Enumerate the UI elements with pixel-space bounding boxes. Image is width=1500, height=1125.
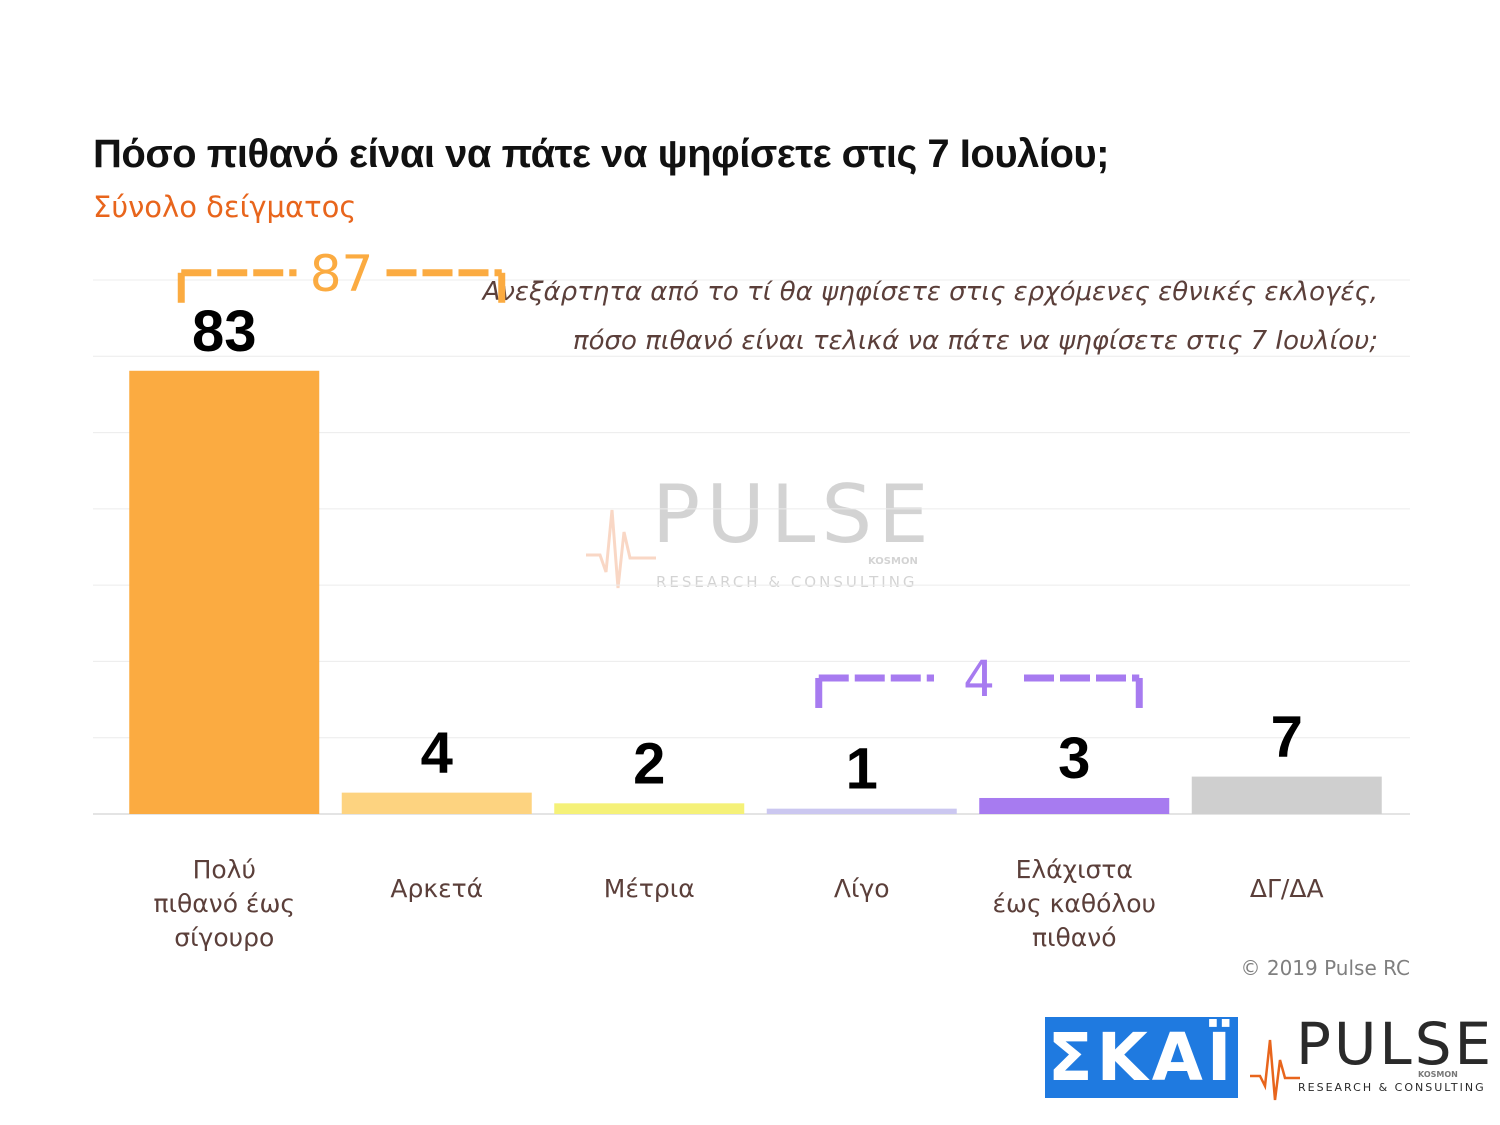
category-label-5: Ελάχιστα — [1016, 855, 1133, 884]
category-label-5: πιθανό — [1032, 923, 1117, 952]
value-label-4: 1 — [846, 737, 878, 802]
category-label-1: πιθανό έως — [153, 889, 295, 918]
chart-subtitle: Σύνολο δείγματος — [93, 190, 357, 224]
pulse-wave-icon — [1250, 1039, 1300, 1101]
bar-2 — [341, 792, 532, 814]
category-label-6: ΔΓ/ΔΑ — [1250, 874, 1324, 903]
pulse-logo-partner: KOSMON — [1418, 1070, 1458, 1079]
bar-1 — [129, 370, 320, 814]
category-label-4: Λίγο — [834, 874, 890, 903]
bar-4 — [766, 808, 957, 814]
group-total-label-1: 87 — [310, 245, 374, 303]
value-label-3: 2 — [633, 731, 665, 796]
survey-question-line-2: πόσο πιθανό είναι τελικά να πάτε να ψηφί… — [572, 326, 1378, 356]
group-total-label-2: 4 — [963, 650, 995, 708]
pulse-watermark-partner: KOSMON — [868, 556, 918, 567]
pulse-watermark-tagline: RESEARCH & CONSULTING — [656, 573, 918, 591]
bar-3 — [554, 803, 745, 814]
bar-5 — [979, 797, 1170, 814]
survey-question: Ανεξάρτητα από το τί θα ψηφίσετε στις ερ… — [378, 268, 1378, 366]
pulse-watermark: PULSE KOSMON RESEARCH & CONSULTING — [586, 468, 929, 600]
group-brackets: 87 4 — [177, 245, 1143, 708]
bars — [129, 370, 1382, 814]
value-label-1: 83 — [192, 299, 257, 364]
copyright: © 2019 Pulse RC — [1240, 956, 1410, 980]
category-label-1: Πολύ — [193, 855, 256, 884]
category-label-3: Μέτρια — [604, 874, 695, 903]
pulse-watermark-word: PULSE — [652, 468, 935, 561]
chart-title: Πόσο πιθανό είναι να πάτε να ψηφίσετε στ… — [93, 132, 1110, 176]
value-label-6: 7 — [1271, 705, 1303, 770]
pulse-logo-word: PULSE — [1296, 1010, 1495, 1078]
category-label-1: σίγουρο — [174, 923, 274, 952]
category-label-2: Αρκετά — [390, 874, 483, 903]
bar-6 — [1191, 776, 1382, 814]
pulse-logo-tagline: RESEARCH & CONSULTING — [1298, 1081, 1486, 1094]
pulse-watermark-wave-icon — [586, 509, 656, 589]
category-label-5: έως καθόλου — [993, 889, 1156, 918]
value-label-2: 4 — [421, 721, 453, 786]
skai-logo: ΣΚΑΪ — [1045, 1017, 1238, 1098]
pulse-logo: PULSE KOSMON RESEARCH & CONSULTING — [1250, 1010, 1491, 1103]
survey-question-line-1: Ανεξάρτητα από το τί θα ψηφίσετε στις ερ… — [482, 277, 1378, 307]
value-label-5: 3 — [1058, 726, 1090, 791]
